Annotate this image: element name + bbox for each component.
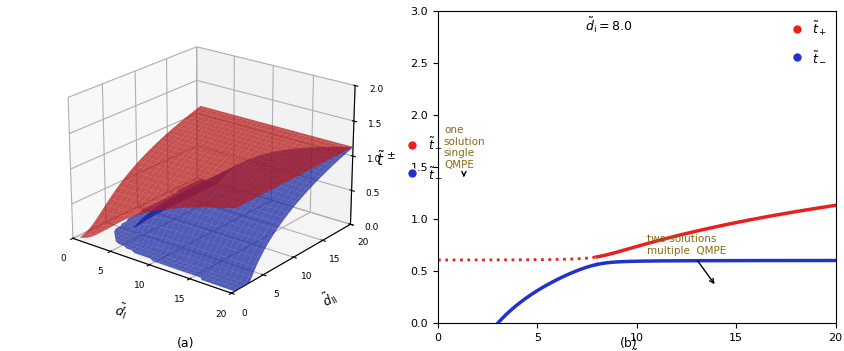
Y-axis label: ${}_{\,}\tilde{t}^{\,\pm}$: ${}_{\,}\tilde{t}^{\,\pm}$ bbox=[375, 150, 397, 167]
Legend: $\tilde{t}_+$, $\tilde{t}_-$: $\tilde{t}_+$, $\tilde{t}_-$ bbox=[779, 14, 832, 69]
Y-axis label: $\tilde{d}_\mathrm{II}$: $\tilde{d}_\mathrm{II}$ bbox=[317, 287, 340, 311]
Text: (b): (b) bbox=[620, 338, 637, 351]
Text: two solutions
multiple  QMPE: two solutions multiple QMPE bbox=[647, 234, 726, 283]
X-axis label: $\tilde{d}_\mathrm{I}$: $\tilde{d}_\mathrm{I}$ bbox=[112, 299, 130, 322]
Text: $\tilde{d}_\mathrm{i}=8.0$: $\tilde{d}_\mathrm{i}=8.0$ bbox=[585, 15, 632, 35]
Text: one
solution
single
QMPE: one solution single QMPE bbox=[444, 125, 485, 176]
X-axis label: $\tilde{d}_\mathrm{II}$: $\tilde{d}_\mathrm{II}$ bbox=[629, 348, 645, 351]
Legend: $\tilde{t}_+$, $\tilde{t}_-$: $\tilde{t}_+$, $\tilde{t}_-$ bbox=[394, 130, 448, 186]
Text: (a): (a) bbox=[177, 338, 194, 351]
